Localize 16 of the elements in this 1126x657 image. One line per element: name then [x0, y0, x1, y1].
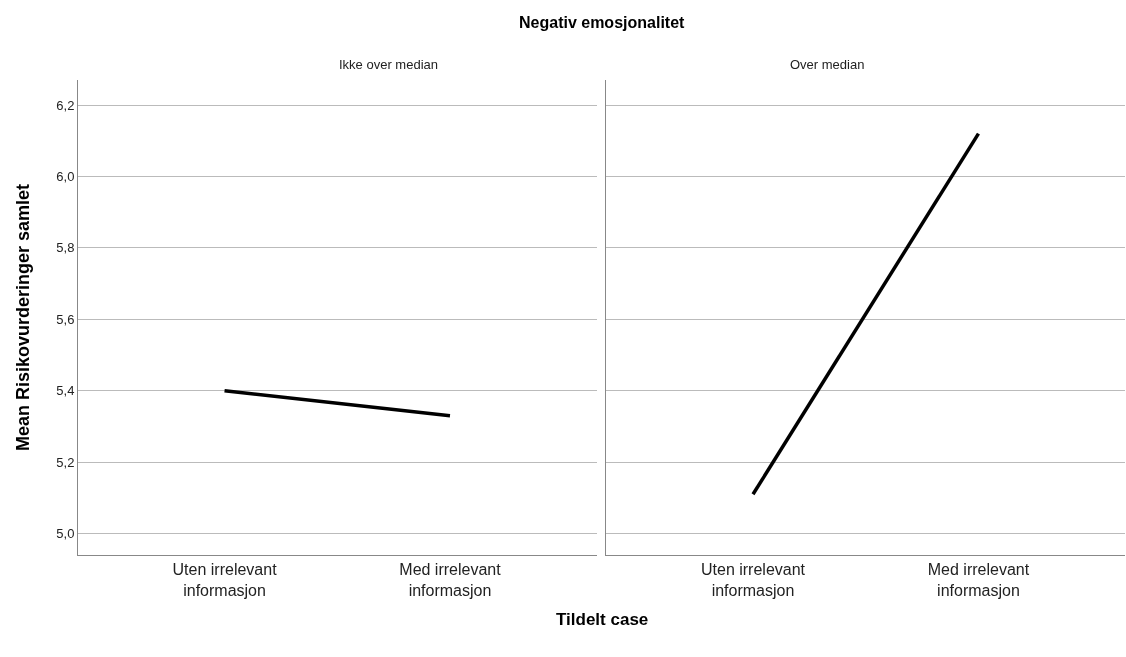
y-tick-label: 6,0 [56, 168, 75, 184]
y-tick-label: 6,2 [56, 97, 75, 113]
y-axis-title: Mean Risikovurderinger samlet [13, 183, 34, 452]
x-tick-label: Med irrelevant informasjon [927, 561, 1030, 599]
chart-subtitle: Ikke over median [339, 57, 438, 72]
chart-title: Negativ emosjonalitet [519, 14, 686, 31]
y-tick-label: 5,6 [56, 311, 75, 327]
x-tick-label: Med irrelevant informasjon [399, 561, 502, 599]
y-tick-label: 5,8 [56, 240, 75, 256]
chart-subtitle: Over median [790, 57, 865, 72]
x-tick-label: Uten irrelevant informasjon [700, 561, 806, 599]
y-tick-label: 5,0 [56, 526, 75, 542]
y-tick-label: 5,4 [56, 383, 75, 399]
x-axis-title: Tildelt case [556, 610, 649, 629]
y-tick-label: 5,2 [56, 454, 75, 470]
x-tick-label: Uten irrelevant informasjon [172, 561, 278, 599]
